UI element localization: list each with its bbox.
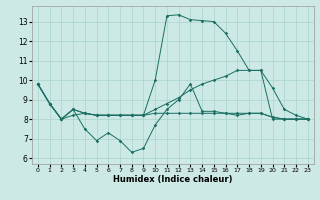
X-axis label: Humidex (Indice chaleur): Humidex (Indice chaleur) [113,175,233,184]
